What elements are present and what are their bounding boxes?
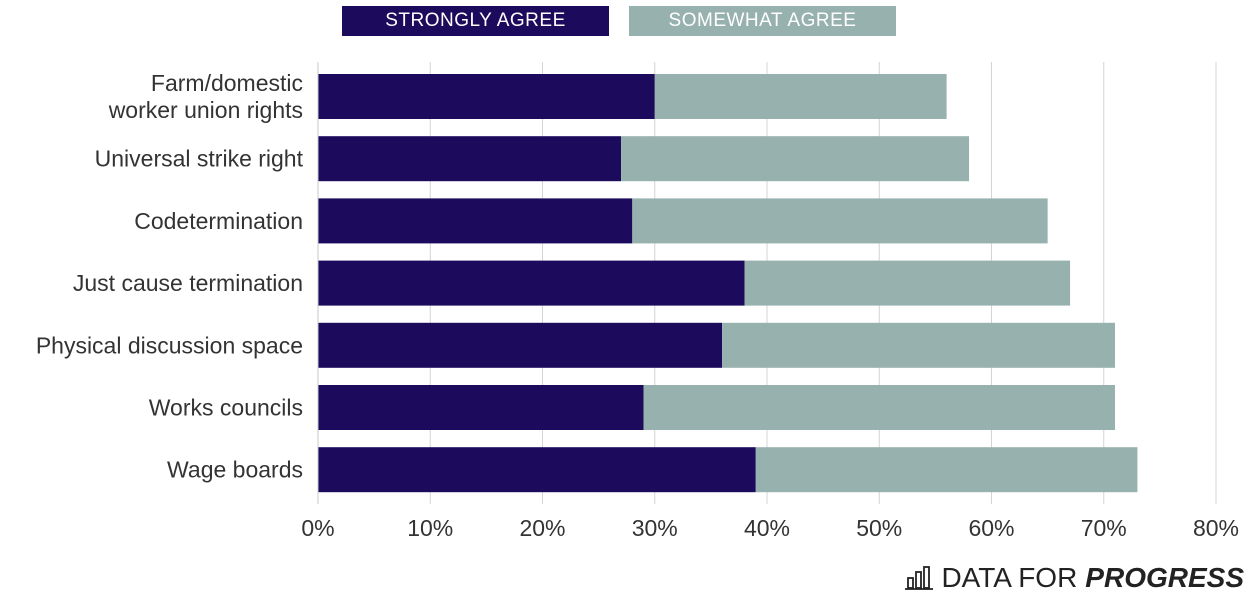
category-label: Wage boards <box>167 457 303 483</box>
tick-label: 70% <box>1081 515 1127 541</box>
bar-somewhat-agree <box>654 74 947 119</box>
tick-label: 10% <box>407 515 453 541</box>
bar-strongly-agree <box>318 198 633 244</box>
category-label: Works councils <box>149 395 303 421</box>
category-label: Codetermination <box>134 208 303 234</box>
category-label: Farm/domestic <box>151 70 303 96</box>
tick-label: 0% <box>301 515 334 541</box>
bar-strongly-agree <box>318 447 756 493</box>
bar-strongly-agree <box>318 322 723 368</box>
bar-strongly-agree <box>318 260 745 306</box>
bar-strongly-agree <box>318 385 644 430</box>
brand-logo: DATA FOR PROGRESS <box>905 560 1244 596</box>
tick-label: 50% <box>856 515 902 541</box>
legend-item: SOMEWHAT AGREE <box>629 6 896 36</box>
bar-somewhat-agree <box>744 260 1071 306</box>
bar-somewhat-agree <box>643 385 1115 430</box>
bar-somewhat-agree <box>755 447 1138 493</box>
tick-label: 80% <box>1193 515 1239 541</box>
tick-label: 20% <box>519 515 565 541</box>
brand-light-text: DATA FOR <box>941 562 1078 593</box>
category-label: Just cause termination <box>73 270 303 296</box>
brand-bold-text: PROGRESS <box>1085 562 1244 593</box>
tick-label: 40% <box>744 515 790 541</box>
bar-somewhat-agree <box>621 136 970 182</box>
bar-somewhat-agree <box>632 198 1048 244</box>
bar-chart-icon <box>905 566 934 590</box>
legend-item: STRONGLY AGREE <box>342 6 609 36</box>
category-label: Physical discussion space <box>36 332 303 358</box>
bar-strongly-agree <box>318 74 655 119</box>
tick-label: 30% <box>632 515 678 541</box>
category-label: Universal strike right <box>95 146 304 172</box>
bar-strongly-agree <box>318 136 622 182</box>
bar-somewhat-agree <box>722 322 1115 368</box>
category-label: worker union rights <box>108 97 303 123</box>
tick-label: 60% <box>968 515 1014 541</box>
